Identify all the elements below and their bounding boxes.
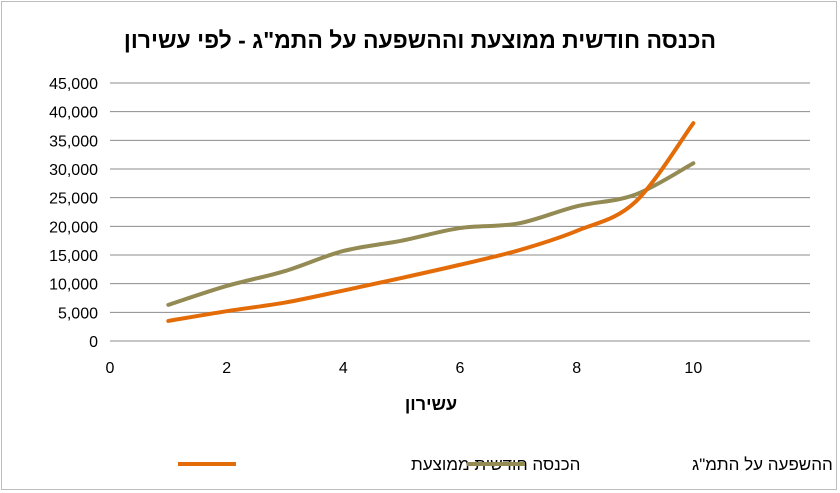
y-tick-label: 15,000 <box>49 248 98 265</box>
y-tick-label: 0 <box>89 334 98 351</box>
y-tick-label: 20,000 <box>49 219 98 236</box>
x-tick-label: 2 <box>222 360 231 377</box>
y-tick-label: 45,000 <box>49 76 98 93</box>
y-tick-label: 30,000 <box>49 162 98 179</box>
legend-label-1: ההשפעה על התמ"ג <box>692 455 833 474</box>
x-tick-label: 6 <box>456 360 465 377</box>
series-line-1 <box>166 161 696 307</box>
x-tick-label: 8 <box>572 360 581 377</box>
x-tick-label: 4 <box>339 360 348 377</box>
y-tick-labels: 0 5,000 10,000 15,000 20,000 25,000 30,000 35,0… <box>49 76 98 351</box>
x-tick-label: 10 <box>684 360 702 377</box>
series-lines <box>166 121 696 323</box>
y-tick-label: 40,000 <box>49 105 98 122</box>
y-tick-label: 25,000 <box>49 191 98 208</box>
grid-lines <box>110 82 810 342</box>
x-tick-labels: 0 2 4 6 8 10 <box>106 360 703 377</box>
x-axis-label: עשירון <box>405 394 457 414</box>
series-line-0 <box>166 121 696 323</box>
x-tick-label: 0 <box>106 360 115 377</box>
y-tick-label: 10,000 <box>49 277 98 294</box>
y-tick-label: 35,000 <box>49 133 98 150</box>
chart-title: הכנסה חודשית ממוצעת וההשפעה על התמ"ג - ל… <box>124 27 716 53</box>
y-tick-label: 5,000 <box>58 305 98 322</box>
